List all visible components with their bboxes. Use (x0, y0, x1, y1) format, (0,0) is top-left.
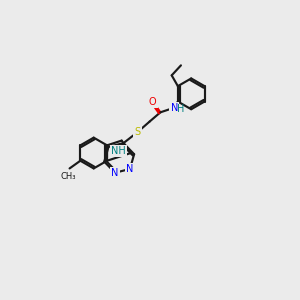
Text: N: N (111, 168, 119, 178)
Text: NH: NH (111, 146, 126, 156)
Text: N: N (126, 164, 134, 174)
Text: CH₃: CH₃ (60, 172, 76, 181)
Text: H: H (177, 104, 184, 114)
Text: N: N (171, 103, 178, 113)
Text: S: S (134, 127, 140, 137)
Text: O: O (149, 97, 157, 106)
